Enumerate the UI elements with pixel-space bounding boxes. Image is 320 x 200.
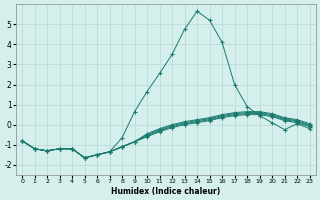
X-axis label: Humidex (Indice chaleur): Humidex (Indice chaleur) (111, 187, 220, 196)
